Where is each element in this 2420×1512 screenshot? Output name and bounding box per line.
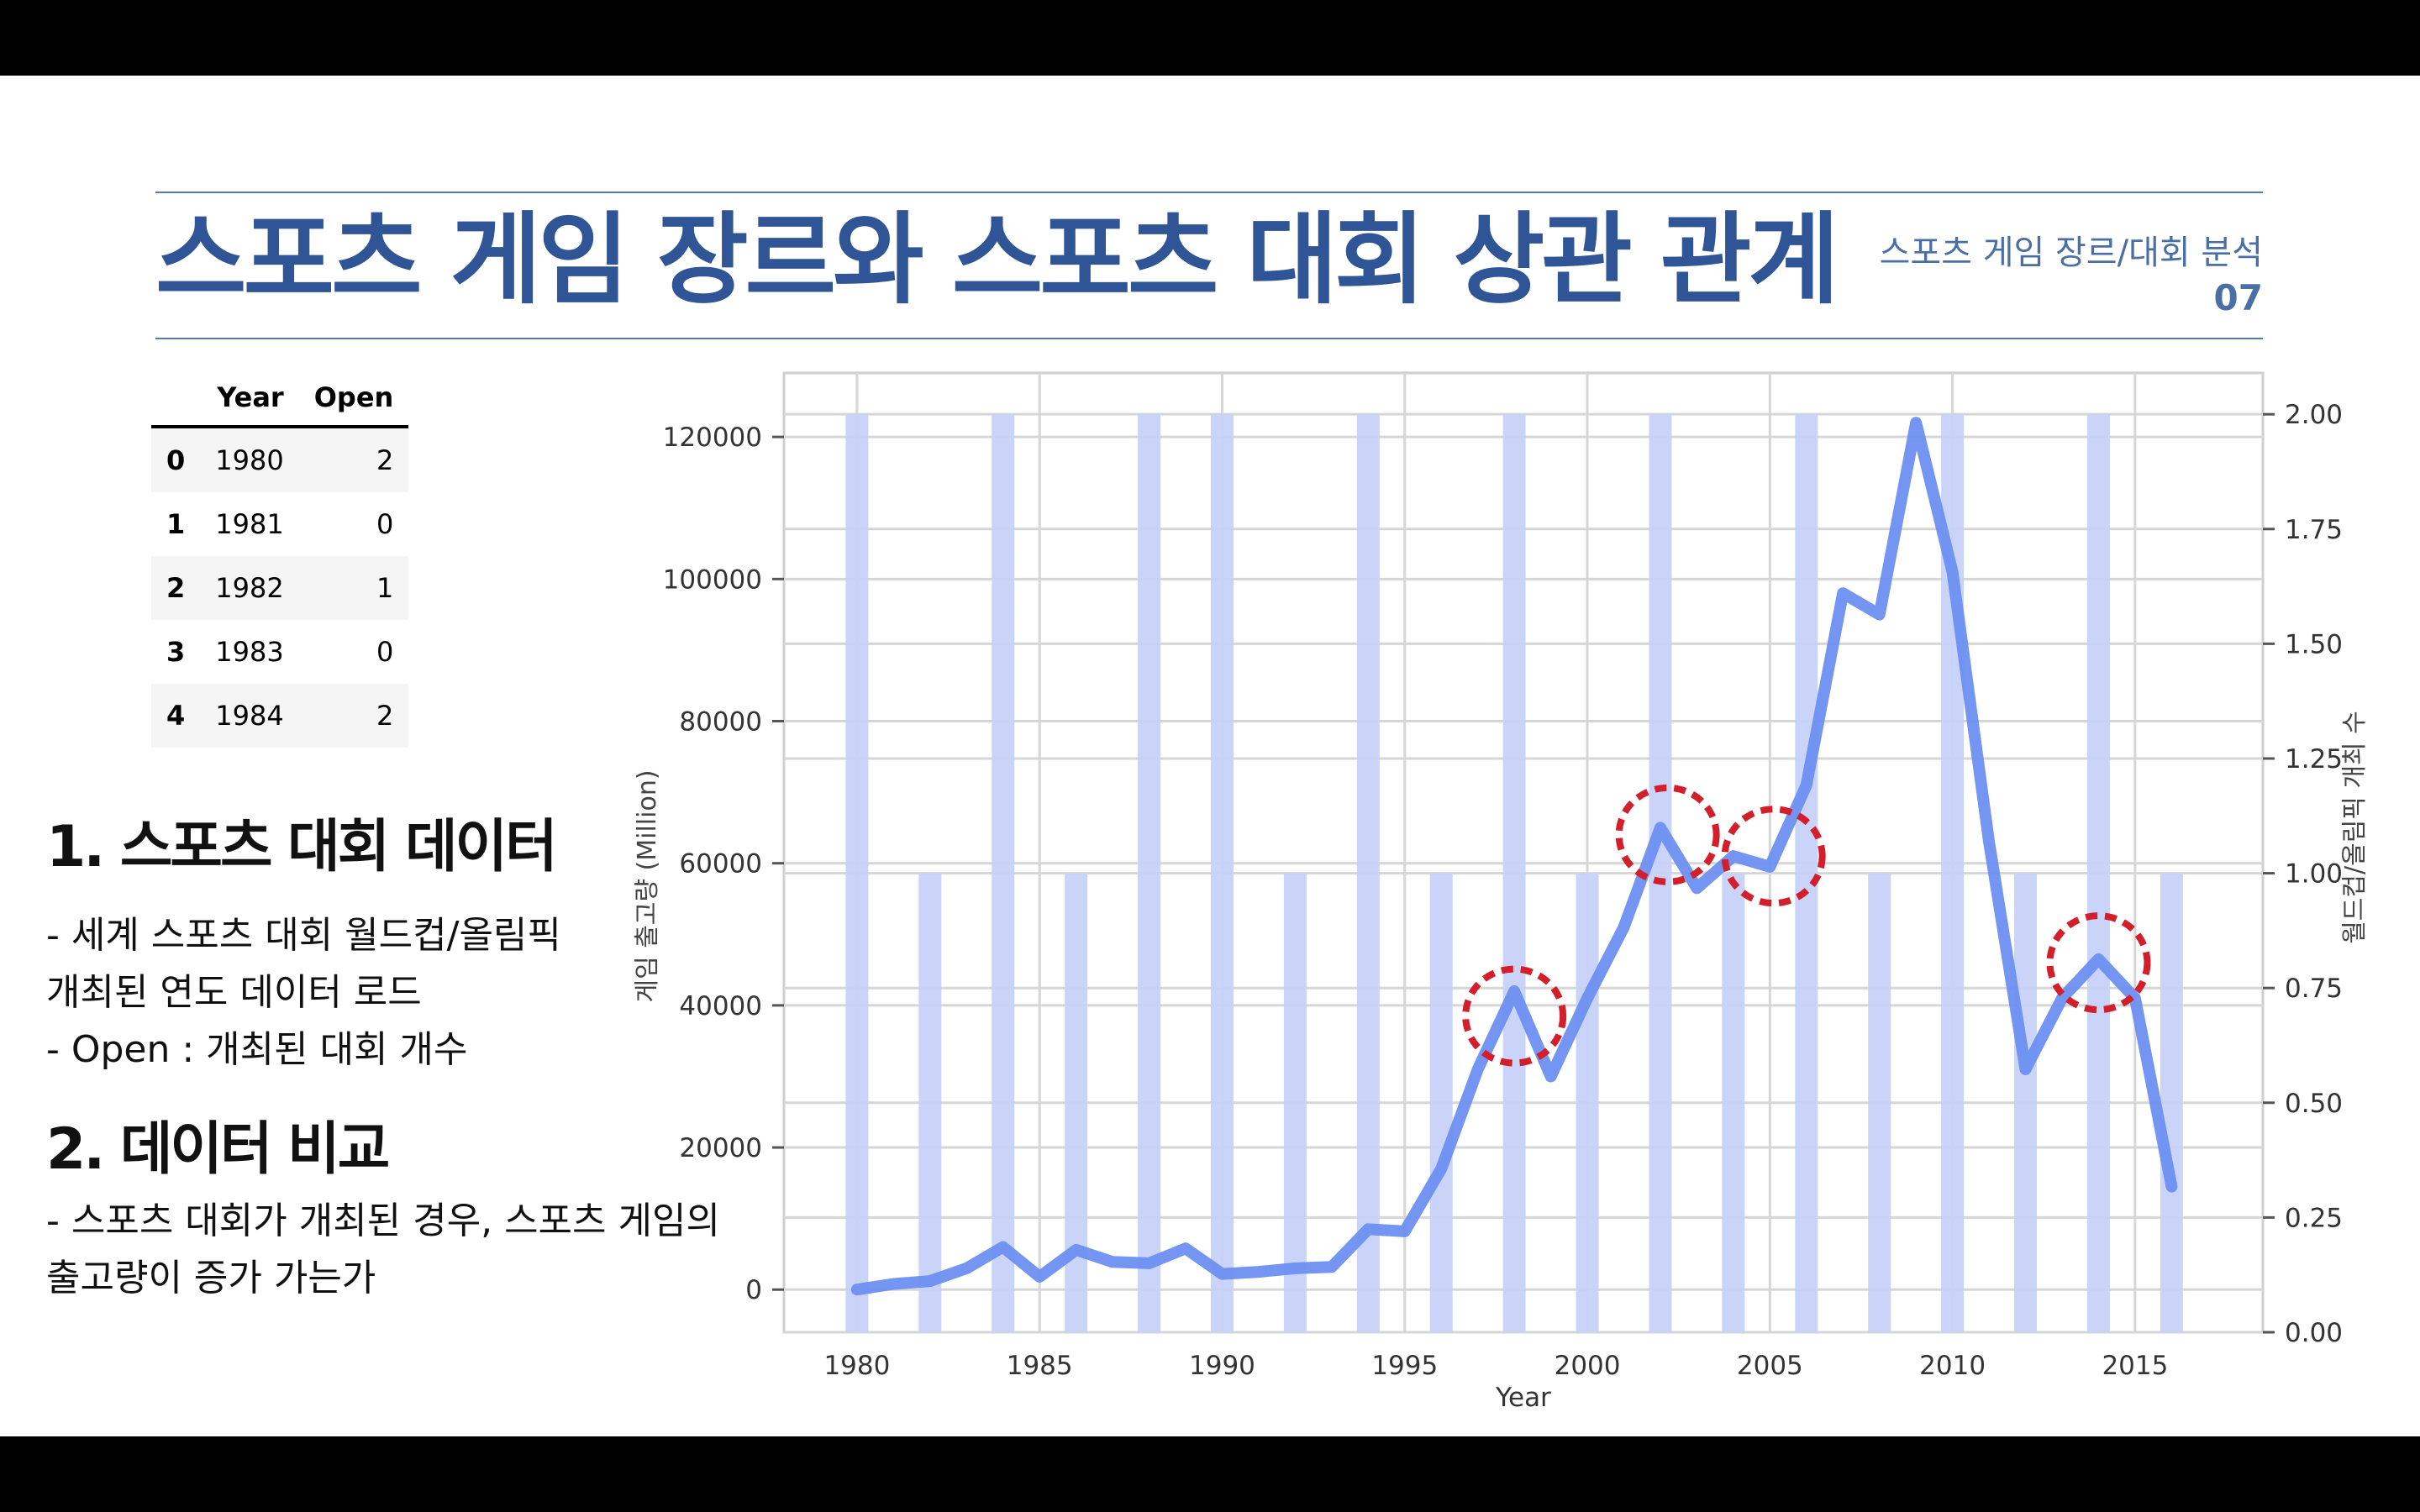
y-tick-label: 20000 (679, 1133, 762, 1163)
y2-axis-label: 월드컵/올림픽 개최 수 (2340, 711, 2370, 944)
table-cell-year: 1981 (215, 508, 284, 540)
section1-body: - 세계 스포츠 대회 월드컵/올림픽 개최된 연도 데이터 로드 - Open… (46, 907, 561, 1079)
table-cell-index: 3 (166, 636, 186, 668)
bar (845, 414, 869, 1333)
series-line (850, 417, 2178, 1296)
title-bottom-rule (155, 338, 2263, 339)
section1-line: 개최된 연도 데이터 로드 (46, 971, 422, 1014)
bar (1283, 873, 1307, 1332)
y2-tick-label: 1.50 (2285, 629, 2343, 659)
x-tick-label: 1995 (1371, 1351, 1438, 1381)
bar (2086, 414, 2110, 1333)
table-row: 4 1984 2 (151, 684, 409, 748)
table-header-year: Year (217, 381, 284, 413)
bar (1211, 414, 1234, 1333)
x-tick-label: 2000 (1555, 1351, 1621, 1381)
section2-line: 출고량이 증가 가는가 (46, 1257, 376, 1299)
chart-container: 1980 1985 1990 1995 2000 2005 2010 2015 0 20000 40… (622, 353, 2403, 1413)
highlight-circle (1462, 965, 1567, 1067)
section2-body: - 스포츠 대회가 개최된 경우, 스포츠 게임의 출고량이 증가 가는가 (46, 1193, 720, 1307)
table-cell-index: 4 (166, 700, 186, 732)
x-tick-label: 1990 (1189, 1351, 1255, 1381)
table-cell-index: 0 (166, 444, 186, 476)
y2-tick-label: 0.00 (2285, 1318, 2343, 1348)
table-cell-index: 2 (166, 572, 186, 604)
table-cell-open: 2 (376, 444, 394, 476)
table-row: 3 1983 0 (151, 620, 408, 684)
bar (1722, 873, 1745, 1332)
bar (1356, 414, 1380, 1333)
y-tick-label: 100000 (663, 564, 762, 595)
y-tick-label: 40000 (679, 991, 762, 1021)
x-tick-label: 1985 (1007, 1351, 1073, 1381)
page-title: 스포츠 게임 장르와 스포츠 대회 상관 관계 (155, 202, 1839, 318)
highlight-circle (1721, 806, 1826, 907)
y2-tick-label: 1.25 (2285, 744, 2343, 774)
y2-tick-label: 0.25 (2285, 1203, 2343, 1233)
section2-line: - 스포츠 대회가 개최된 경우, 스포츠 게임의 (46, 1200, 720, 1242)
bar (918, 873, 942, 1332)
highlight-circle (1615, 784, 1720, 885)
table-header-index (151, 370, 200, 427)
x-axis-label: Year (1495, 1383, 1551, 1411)
section2-heading: 2. 데이터 비교 (46, 1116, 390, 1183)
combo-chart: 1980 1985 1990 1995 2000 2005 2010 2015 0 20000 40… (633, 371, 2370, 1413)
table-header-open: Open (313, 381, 394, 413)
bar (2160, 873, 2183, 1332)
bar (1868, 873, 1891, 1332)
table-cell-index: 1 (166, 508, 186, 540)
table-row: 0 1980 2 (151, 427, 409, 492)
section1-line: - Open : 개최된 대회 개수 (46, 1028, 468, 1071)
x-tick-label: 2005 (1737, 1351, 1803, 1381)
bar (1649, 414, 1672, 1333)
highlight-circle (2046, 912, 2151, 1014)
table-row: 1 1981 0 (151, 492, 408, 556)
bar (2014, 873, 2038, 1332)
bar (1795, 414, 1818, 1333)
y2-tick-label: 1.75 (2285, 515, 2343, 545)
table-cell-open: 2 (376, 700, 394, 732)
bar (1429, 873, 1453, 1332)
y2-tick-label: 0.75 (2285, 974, 2343, 1004)
x-tick-label: 1980 (823, 1351, 890, 1381)
page-subtitle: 스포츠 게임 장르/대회 분석 (1879, 234, 2263, 272)
table-cell-open: 1 (376, 572, 394, 604)
y-tick-label: 80000 (679, 707, 762, 738)
dataframe-table: Year Open 0 1980 2 1 1981 0 2 1982 1 3 1… (151, 370, 409, 748)
x-tick-label: 2010 (1919, 1351, 1986, 1381)
section1-line: - 세계 스포츠 대회 월드컵/올림픽 (46, 914, 561, 957)
table-cell-year: 1983 (215, 636, 284, 668)
y-tick-label: 60000 (679, 849, 762, 879)
bar (1138, 414, 1161, 1333)
y2-tick-label: 0.50 (2285, 1089, 2343, 1119)
table-cell-year: 1980 (215, 444, 284, 476)
bar (1576, 873, 1599, 1332)
y-tick-label: 120000 (663, 423, 762, 453)
y2-tick-label: 1.00 (2285, 859, 2343, 890)
x-tick-label: 2015 (2102, 1351, 2168, 1381)
table-cell-year: 1984 (215, 700, 284, 732)
section1-heading: 1. 스포츠 대회 데이터 (46, 814, 558, 880)
bar (992, 414, 1015, 1333)
table-cell-year: 1982 (215, 572, 284, 604)
bar (1065, 873, 1088, 1332)
table-header-row: Year Open (151, 370, 409, 427)
y-axis-label: 게임 출고량 (Million) (633, 769, 662, 1002)
table-row: 2 1982 1 (151, 556, 409, 620)
bar (1502, 414, 1526, 1333)
table-cell-open: 0 (376, 636, 394, 668)
title-top-rule (155, 192, 2263, 193)
y-tick-label: 0 (745, 1275, 762, 1305)
y2-tick-label: 2.00 (2285, 400, 2343, 430)
table-cell-open: 0 (376, 508, 394, 540)
page-number: 07 (2213, 277, 2263, 318)
